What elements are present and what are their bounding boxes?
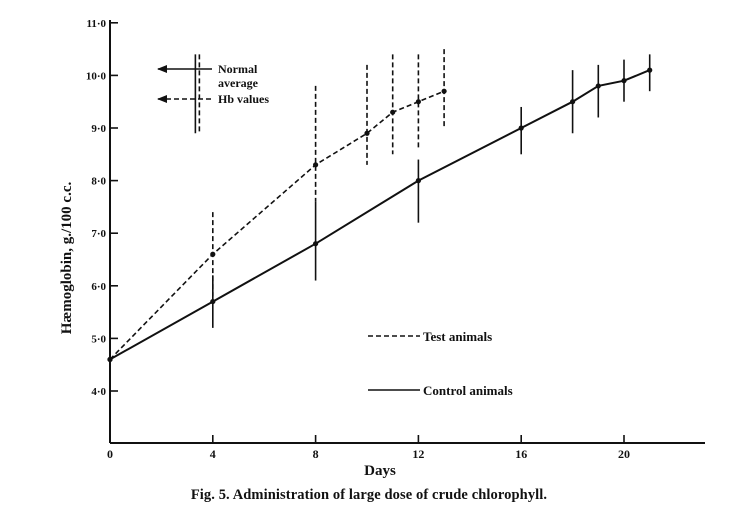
control-animals-point: [415, 178, 421, 184]
x-tick-label: 8: [313, 447, 319, 461]
x-tick-label: 4: [210, 447, 216, 461]
test-animals-line: [109, 90, 445, 360]
y-tick-label: 4·0: [91, 386, 106, 398]
normal-legend-line-3: Hb values: [218, 92, 269, 106]
x-tick-label: 16: [515, 447, 527, 461]
y-tick-label: 8·0: [91, 176, 106, 188]
y-tick-label: 10·0: [86, 70, 107, 82]
figure-caption: Fig. 5. Administration of large dose of …: [190, 487, 548, 503]
y-axis-ticks: 4·0 5·0 6·0 7·0 8·0 9·0 10·0 11·0: [86, 18, 118, 398]
x-tick-label: 0: [107, 447, 113, 461]
x-axis-ticks: 0 4 8 12 16 20: [107, 435, 630, 461]
control-animals-point: [621, 78, 627, 84]
plot-area: 4·0 5·0 6·0 7·0 8·0 9·0 10·0 11·0 0 4 8 12 16 20: [86, 18, 705, 461]
normal-legend-line-2: average: [218, 76, 259, 90]
control-animals-point: [595, 83, 601, 89]
y-tick-label: 5·0: [91, 333, 106, 345]
control-animals-legend-label: Control animals: [423, 383, 513, 398]
x-axis-label: Days: [364, 463, 396, 479]
test-animals-point: [210, 251, 216, 257]
test-animals-point: [415, 99, 421, 105]
control-animals-point: [313, 241, 319, 247]
x-tick-label: 20: [618, 447, 630, 461]
normal-range-marker: [194, 54, 201, 134]
test-animals-point: [441, 88, 447, 94]
normal-average-arrowhead-icon: [157, 65, 167, 73]
y-tick-label: 7·0: [91, 228, 106, 240]
control-animals-point: [647, 67, 653, 73]
normal-legend: Normal average Hb values: [157, 62, 269, 106]
test-animals-legend-label: Test animals: [423, 329, 492, 344]
x-tick-label: 12: [412, 447, 424, 461]
y-tick-label: 6·0: [91, 281, 106, 293]
y-tick-label: 9·0: [91, 123, 106, 135]
control-animals-point: [570, 99, 576, 105]
hb-values-arrowhead-icon: [157, 95, 167, 103]
series-lines: [109, 69, 651, 361]
control-animals-point: [518, 125, 524, 131]
y-axis-label: Hæmoglobin, g./100 c.c.: [59, 182, 75, 335]
y-tick-label: 11·0: [86, 18, 106, 30]
control-animals-point: [107, 356, 113, 363]
series-legend: Test animals Control animals: [368, 329, 513, 398]
test-animals-point: [390, 109, 396, 115]
control-animals-line: [109, 69, 651, 361]
data-points: [107, 67, 653, 363]
control-animals-point: [210, 298, 216, 305]
test-animals-point: [313, 162, 319, 168]
test-animals-point: [364, 130, 370, 136]
normal-legend-line-1: Normal: [218, 62, 258, 76]
error-bars: [212, 49, 651, 328]
